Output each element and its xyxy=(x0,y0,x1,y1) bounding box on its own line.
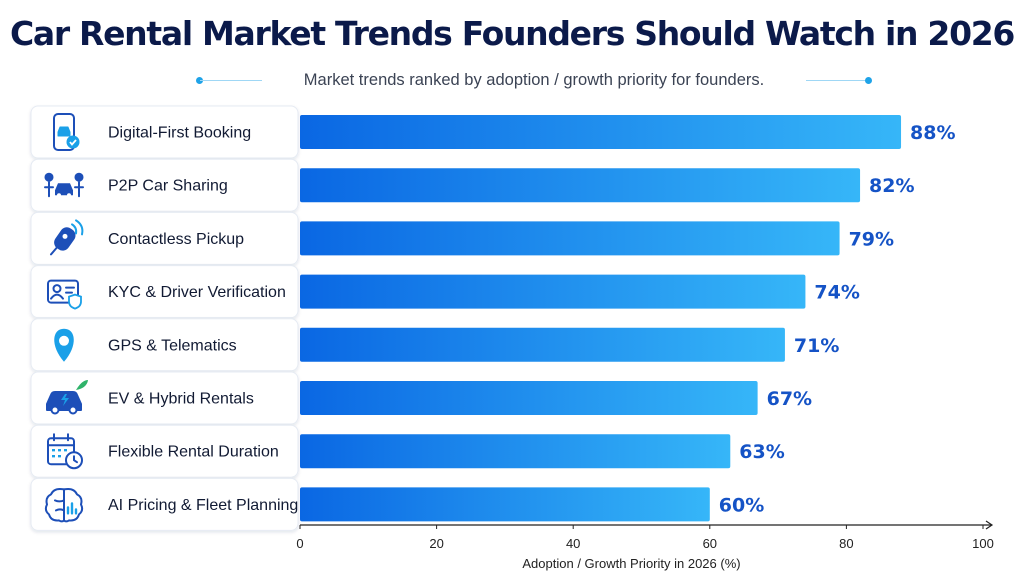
subtitle-line-left xyxy=(200,80,262,81)
value-label: 67% xyxy=(767,388,812,410)
category-card xyxy=(30,265,299,319)
category-label: P2P Car Sharing xyxy=(108,178,228,195)
category-card xyxy=(30,105,299,159)
value-label: 82% xyxy=(869,175,914,197)
bar xyxy=(300,274,806,309)
category-card xyxy=(30,158,299,212)
category-label: Digital-First Booking xyxy=(108,125,251,142)
x-tick-label: 60 xyxy=(703,536,717,551)
category-label: GPS & Telematics xyxy=(108,337,237,354)
subtitle-dot-right xyxy=(865,77,872,84)
x-axis-arrow xyxy=(985,520,994,530)
bar xyxy=(300,221,840,256)
category-label: Flexible Rental Duration xyxy=(108,444,279,461)
value-label: 74% xyxy=(814,282,859,304)
chart-title: Car Rental Market Trends Founders Should… xyxy=(9,14,1015,53)
car-key-icon xyxy=(50,219,84,256)
subtitle-line-right xyxy=(806,80,868,81)
category-label: AI Pricing & Fleet Planning xyxy=(108,497,298,514)
bar xyxy=(300,327,785,362)
value-label: 79% xyxy=(849,228,894,250)
calendar-clock-icon xyxy=(47,433,83,470)
x-axis-title: Adoption / Growth Priority in 2026 (%) xyxy=(522,556,740,571)
x-tick-label: 0 xyxy=(296,536,303,551)
bar xyxy=(300,381,758,415)
location-pin-icon xyxy=(54,328,74,362)
electric-car-icon xyxy=(46,380,88,415)
x-axis: 0 20 40 60 80 100 Adoption / Growth Priority i… xyxy=(296,520,994,571)
value-label: 63% xyxy=(739,441,784,463)
bar xyxy=(300,168,861,203)
category-card xyxy=(30,424,299,478)
category-card xyxy=(30,477,299,531)
category-card xyxy=(30,211,299,265)
category-label: Contactless Pickup xyxy=(108,231,244,248)
subtitle-dot-left xyxy=(196,77,203,84)
chart-subtitle: Market trends ranked by adoption / growt… xyxy=(303,71,765,89)
x-tick-label: 40 xyxy=(566,536,580,551)
category-cards: Digital-First Booking P2P Car Sharing Cont… xyxy=(30,105,299,531)
bars: 88% 82% 79% 74% 71% 67% 63% 60% xyxy=(300,115,956,522)
x-tick-label: 100 xyxy=(972,536,994,551)
smartphone-car-icon xyxy=(53,113,80,151)
subtitle-row: Market trends ranked by adoption / growt… xyxy=(196,68,872,94)
people-car-icon xyxy=(44,172,84,198)
category-label: KYC & Driver Verification xyxy=(108,284,286,301)
id-card-icon xyxy=(47,279,82,310)
bar xyxy=(300,115,902,149)
ai-brain-icon xyxy=(44,487,84,523)
x-tick-label: 80 xyxy=(839,536,853,551)
category-card xyxy=(30,371,299,425)
category-label: EV & Hybrid Rentals xyxy=(108,391,254,408)
bar xyxy=(300,434,731,469)
value-label: 88% xyxy=(910,122,955,144)
bar xyxy=(300,487,710,522)
value-label: 71% xyxy=(794,335,839,357)
value-label: 60% xyxy=(719,494,764,516)
x-tick-label: 20 xyxy=(429,536,443,551)
category-card xyxy=(30,318,299,372)
